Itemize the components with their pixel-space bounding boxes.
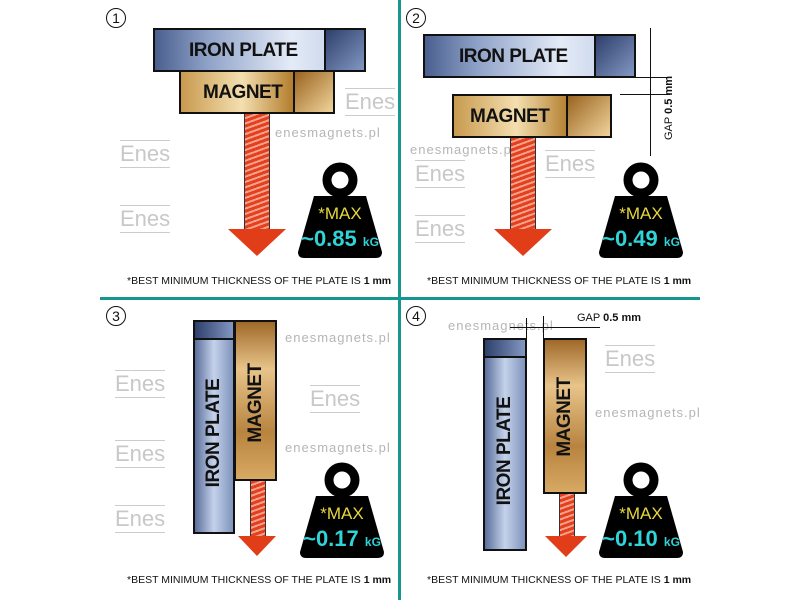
iron-plate-side <box>324 30 364 70</box>
weight-unit: kG <box>663 235 680 249</box>
weight-unit: kG <box>663 535 680 549</box>
watermark-site: enesmagnets.pl <box>595 405 701 420</box>
horizontal-divider <box>100 297 700 300</box>
weight-number: ~0.10 <box>602 526 658 551</box>
watermark-site: enesmagnets.pl <box>275 125 381 140</box>
force-arrow-shaft <box>510 138 536 230</box>
gap-line <box>526 318 527 338</box>
iron-plate-label: IRON PLATE <box>189 40 298 61</box>
weight-icon: *MAX ~0.49 kG <box>597 160 685 260</box>
weight-icon: *MAX ~0.10 kG <box>597 460 685 560</box>
weight-number: ~0.17 <box>303 526 359 551</box>
panel-number: 1 <box>106 8 126 28</box>
iron-plate: IRON PLATE <box>193 320 235 534</box>
gap-annotation: GAP 0.5 mm <box>663 76 675 140</box>
gap-dimension-line <box>650 28 651 156</box>
panel-number: 3 <box>106 306 126 326</box>
iron-plate-side <box>195 322 233 340</box>
watermark-site: enesmagnets.pl <box>410 142 516 157</box>
iron-plate: IRON PLATE <box>153 28 366 72</box>
footnote-text: *BEST MINIMUM THICKNESS OF THE PLATE IS <box>127 275 364 287</box>
force-arrow-shaft <box>244 114 270 230</box>
gap-line <box>620 94 670 95</box>
vertical-divider <box>398 0 401 600</box>
magnet-label: MAGNET <box>554 377 575 457</box>
weight-icon: *MAX ~0.85 kG <box>296 160 384 260</box>
magnet: MAGNET <box>234 320 277 481</box>
iron-plate-side <box>594 36 634 76</box>
footnote-text: *BEST MINIMUM THICKNESS OF THE PLATE IS <box>127 574 364 586</box>
footnote-value: 1 mm <box>663 275 692 287</box>
magnet: MAGNET <box>543 338 587 494</box>
weight-number: ~0.85 <box>301 226 357 251</box>
weight-value: ~0.49 kG <box>597 226 685 252</box>
force-arrow-icon <box>545 536 587 557</box>
gap-annotation: GAP 0.5 mm <box>577 312 641 324</box>
force-arrow-shaft <box>250 481 266 537</box>
weight-max-label: *MAX <box>318 204 362 223</box>
watermark-logo: Enes <box>115 505 166 533</box>
panel-number: 4 <box>406 306 426 326</box>
force-arrow-shaft <box>559 494 575 538</box>
force-arrow-icon <box>238 536 276 556</box>
watermark-logo: Enes <box>115 440 166 468</box>
iron-plate: IRON PLATE <box>483 338 527 551</box>
gap-dimension-line <box>510 327 600 328</box>
iron-plate-label: IRON PLATE <box>459 46 568 67</box>
footnote: *BEST MINIMUM THICKNESS OF THE PLATE IS … <box>427 275 691 287</box>
panel-number: 2 <box>406 8 426 28</box>
watermark-site: enesmagnets.pl <box>285 330 391 345</box>
watermark-site: enesmagnets.pl <box>448 318 554 333</box>
watermark-logo: Enes <box>310 385 361 413</box>
magnet-label: MAGNET <box>470 106 550 127</box>
weight-max-label: *MAX <box>619 504 663 523</box>
footnote-value: 1 mm <box>663 574 692 586</box>
weight-unit: kG <box>364 535 381 549</box>
footnote: *BEST MINIMUM THICKNESS OF THE PLATE IS … <box>127 275 391 287</box>
footnote-text: *BEST MINIMUM THICKNESS OF THE PLATE IS <box>427 574 664 586</box>
footnote-text: *BEST MINIMUM THICKNESS OF THE PLATE IS <box>427 275 664 287</box>
watermark-logo: Enes <box>415 160 466 188</box>
watermark-logo: Enes <box>345 88 396 116</box>
footnote: *BEST MINIMUM THICKNESS OF THE PLATE IS … <box>427 574 691 586</box>
magnet-label: MAGNET <box>245 363 266 443</box>
magnet-side <box>293 72 333 112</box>
footnote: *BEST MINIMUM THICKNESS OF THE PLATE IS … <box>127 574 391 586</box>
weight-number: ~0.49 <box>602 226 658 251</box>
weight-value: ~0.85 kG <box>296 226 384 252</box>
gap-label: GAP <box>663 116 675 140</box>
magnet: MAGNET <box>179 70 335 114</box>
weight-max-label: *MAX <box>619 204 663 223</box>
gap-line <box>620 77 670 78</box>
watermark-site: enesmagnets.pl <box>285 440 391 455</box>
gap-value: 0.5 mm <box>603 312 642 324</box>
force-arrow-icon <box>228 229 286 256</box>
iron-plate-label: IRON PLATE <box>203 378 224 488</box>
iron-plate: IRON PLATE <box>423 34 636 78</box>
gap-label: GAP <box>577 312 601 324</box>
force-arrow-icon <box>494 229 552 256</box>
magnet-label: MAGNET <box>203 82 283 103</box>
gap-line <box>543 316 544 338</box>
weight-value: ~0.10 kG <box>597 526 685 552</box>
watermark-logo: Enes <box>605 345 656 373</box>
weight-value: ~0.17 kG <box>298 526 386 552</box>
weight-max-label: *MAX <box>320 504 364 523</box>
watermark-logo: Enes <box>415 215 466 243</box>
watermark-logo: Enes <box>120 205 171 233</box>
watermark-logo: Enes <box>115 370 166 398</box>
magnet-side <box>566 96 610 136</box>
gap-value: 0.5 mm <box>663 75 675 114</box>
iron-plate-side <box>485 340 525 358</box>
iron-plate-label: IRON PLATE <box>494 396 515 506</box>
watermark-logo: Enes <box>545 150 596 178</box>
watermark-logo: Enes <box>120 140 171 168</box>
weight-icon: *MAX ~0.17 kG <box>298 460 386 560</box>
footnote-value: 1 mm <box>363 275 392 287</box>
magnet: MAGNET <box>452 94 612 138</box>
footnote-value: 1 mm <box>363 574 392 586</box>
weight-unit: kG <box>362 235 379 249</box>
